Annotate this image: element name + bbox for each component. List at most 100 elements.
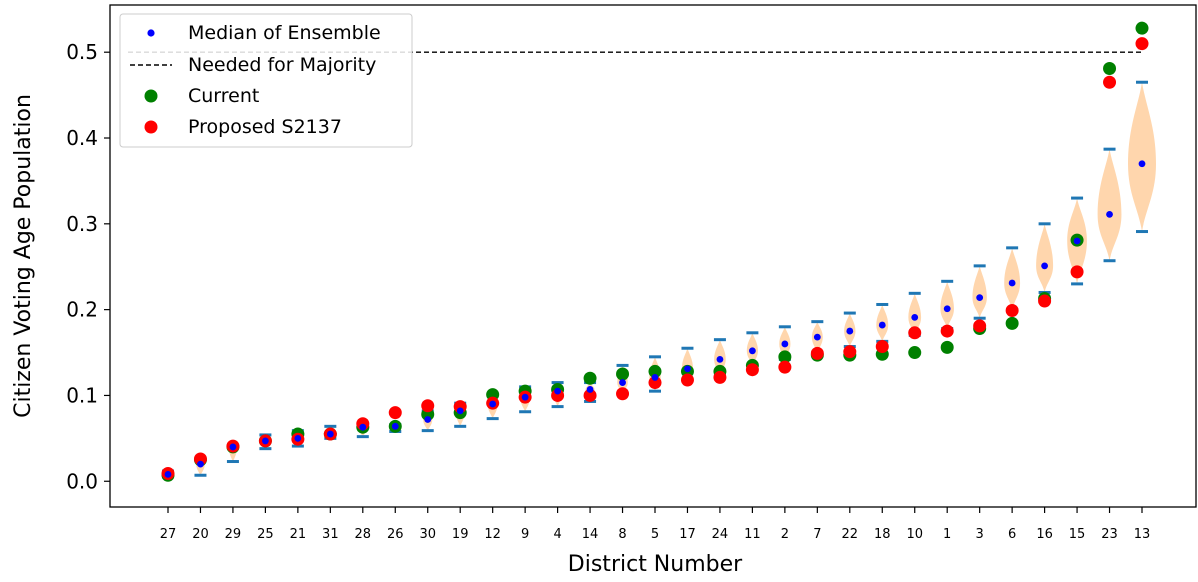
median-point-19 (456, 407, 464, 415)
proposed-point-15 (1070, 265, 1084, 279)
current-point-2 (778, 350, 792, 364)
current-point-13 (1135, 21, 1149, 35)
median-point-30 (424, 416, 432, 423)
proposed-point-6 (1005, 303, 1019, 317)
median-point-16 (1041, 262, 1048, 270)
median-point-12 (489, 400, 497, 408)
proposed-point-26 (388, 406, 402, 420)
legend-marker-current (144, 89, 158, 103)
legend-marker-median (147, 29, 155, 37)
x-tick-label: 23 (1101, 527, 1118, 542)
legend-label-proposed: Proposed S2137 (188, 116, 342, 138)
violin-3 (972, 265, 987, 319)
current-point-1 (940, 340, 954, 354)
proposed-point-30 (421, 399, 435, 413)
x-tick-label: 24 (712, 527, 729, 542)
current-point-23 (1103, 62, 1117, 76)
y-tick-label: 0.3 (66, 212, 98, 236)
y-tick-label: 0.5 (66, 40, 98, 64)
proposed-point-8 (616, 387, 630, 401)
x-tick-label: 17 (679, 527, 696, 542)
median-point-1 (943, 305, 951, 313)
x-tick-label: 11 (744, 527, 761, 542)
x-tick-label: 28 (355, 527, 372, 542)
current-point-14 (583, 371, 597, 385)
proposed-point-16 (1038, 294, 1052, 308)
median-point-24 (716, 356, 724, 363)
median-point-29 (229, 443, 237, 451)
median-point-25 (262, 437, 269, 445)
x-tick-label: 12 (484, 527, 501, 542)
proposed-point-3 (973, 319, 987, 333)
x-tick-label: 25 (257, 527, 274, 542)
current-point-10 (908, 346, 922, 360)
x-tick-label: 19 (452, 527, 469, 542)
legend-label-current: Current (188, 85, 259, 107)
x-tick-label: 6 (1008, 527, 1016, 542)
proposed-point-1 (940, 324, 954, 338)
median-point-15 (1073, 237, 1081, 245)
x-tick-label: 21 (290, 527, 307, 542)
x-tick-label: 29 (225, 527, 242, 542)
median-point-9 (521, 393, 529, 401)
y-tick-label: 0.0 (66, 469, 98, 493)
median-point-8 (619, 379, 626, 386)
x-tick-label: 26 (387, 527, 404, 542)
y-tick-label: 0.2 (66, 298, 98, 322)
violin-23 (1097, 149, 1122, 261)
x-tick-label: 14 (582, 527, 599, 542)
x-tick-label: 15 (1069, 527, 1086, 542)
proposed-point-18 (875, 340, 889, 354)
median-point-20 (197, 460, 204, 468)
y-axis: 0.0 0.1 0.2 0.3 0.4 0.5 (66, 40, 110, 493)
median-point-5 (651, 374, 659, 381)
median-point-13 (1138, 160, 1146, 168)
proposed-point-24 (713, 370, 727, 384)
x-tick-label: 1 (943, 527, 951, 542)
median-point-7 (813, 333, 821, 341)
x-tick-label: 8 (618, 527, 626, 542)
violin-6 (1004, 247, 1021, 310)
violin-16 (1036, 223, 1054, 293)
proposed-point-7 (810, 346, 824, 360)
median-point-22 (846, 327, 854, 335)
legend-label-median: Median of Ensemble (188, 22, 381, 44)
y-tick-label: 0.4 (66, 126, 98, 150)
x-tick-label: 2 (781, 527, 789, 542)
x-tick-label: 31 (322, 527, 339, 542)
proposed-point-2 (778, 360, 792, 374)
median-point-2 (781, 340, 789, 348)
median-point-4 (554, 387, 561, 395)
median-point-18 (878, 321, 886, 329)
median-point-21 (294, 434, 302, 442)
violin-1 (940, 281, 954, 329)
x-tick-label: 22 (842, 527, 859, 542)
proposed-point-17 (680, 373, 694, 387)
legend-box (119, 13, 413, 148)
plot-frame (109, 4, 1197, 508)
proposed-point-19 (453, 400, 467, 414)
median-point-10 (911, 313, 919, 321)
median-point-31 (326, 430, 334, 438)
x-tick-label: 10 (906, 527, 923, 542)
proposed-point-14 (583, 388, 597, 402)
median-point-26 (391, 422, 399, 430)
points-layer (161, 21, 1149, 482)
x-tick-label: 9 (521, 527, 529, 542)
x-tick-label: 27 (160, 527, 177, 542)
x-tick-label: 3 (976, 527, 984, 542)
proposed-point-22 (843, 345, 857, 359)
violin-13 (1128, 82, 1156, 232)
median-point-6 (1008, 279, 1016, 287)
x-tick-label: 4 (553, 527, 561, 542)
median-point-14 (586, 386, 594, 393)
median-point-11 (749, 347, 756, 355)
current-point-5 (648, 364, 662, 378)
x-axis: 27 20 29 25 21 31 28 26 30 19 12 9 4 14 8 5 17 24 11 2 7 22 18… (160, 507, 1150, 542)
y-tick-label: 0.1 (66, 383, 98, 407)
x-tick-label: 20 (192, 527, 209, 542)
legend-label-majority: Needed for Majority (188, 54, 376, 76)
proposed-point-4 (551, 388, 565, 402)
proposed-point-20 (193, 452, 207, 466)
